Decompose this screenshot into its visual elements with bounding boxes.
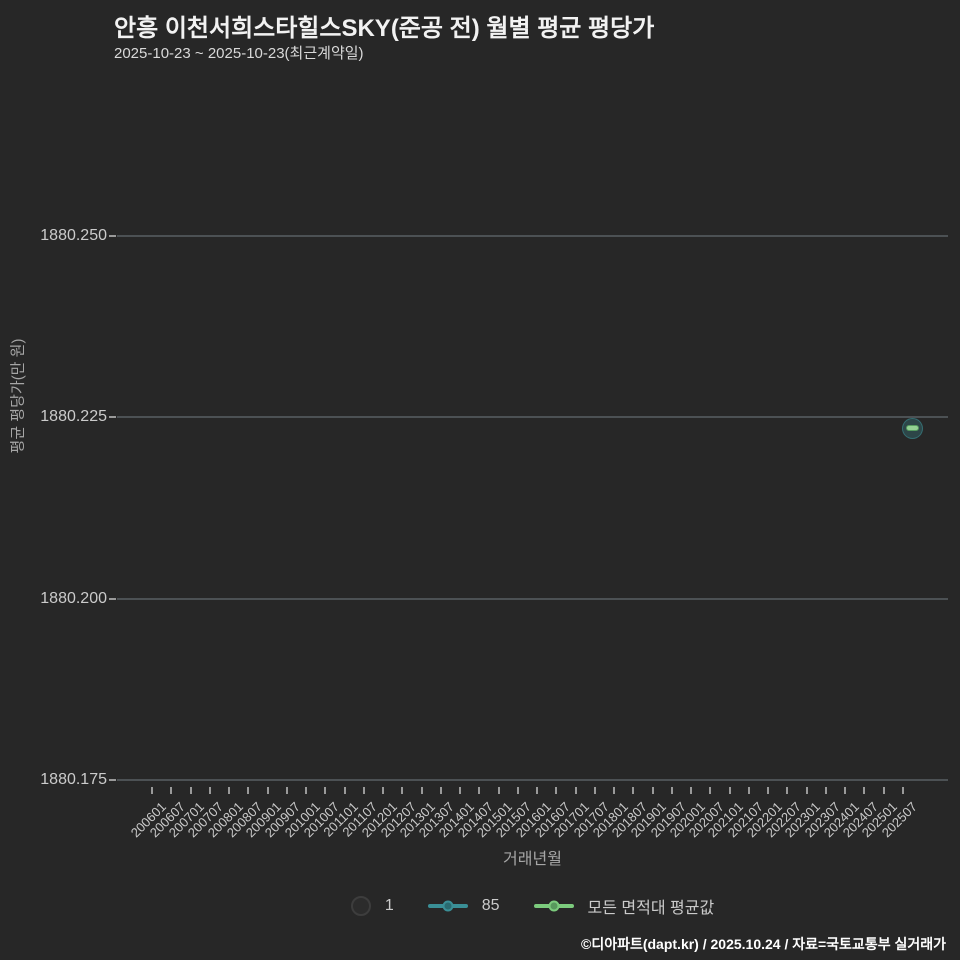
x-tick — [439, 787, 442, 794]
chart-title: 안흥 이천서희스타힐스SKY(준공 전) 월별 평균 평당가 — [114, 15, 655, 42]
y-tick — [109, 416, 116, 419]
legend: 1 85 모든 면적대 평균값 — [117, 893, 948, 919]
legend-item-area-85[interactable]: 85 — [427, 897, 500, 915]
y-tick — [109, 597, 116, 600]
copyright-source-text: ©디아파트(dapt.kr) / 2025.10.24 / 자료=국토교통부 실… — [581, 936, 946, 952]
x-tick — [305, 787, 308, 794]
line-dot-green-icon — [533, 900, 574, 912]
x-tick — [285, 787, 288, 794]
x-tick — [459, 787, 462, 794]
x-tick — [536, 787, 539, 794]
gridline — [117, 235, 948, 237]
x-tick — [324, 787, 327, 794]
x-tick — [690, 787, 693, 794]
x-tick — [497, 787, 500, 794]
x-tick — [651, 787, 654, 794]
dot-teal-icon — [442, 900, 454, 912]
x-tick — [574, 787, 577, 794]
gridline — [117, 779, 948, 781]
x-tick — [362, 787, 365, 794]
x-tick — [228, 787, 231, 794]
x-tick — [882, 787, 885, 794]
y-tick — [109, 235, 116, 237]
x-tick — [728, 787, 731, 794]
bubble-size-icon — [350, 896, 371, 916]
gridline — [117, 416, 948, 419]
x-tick — [382, 787, 385, 794]
x-tick — [516, 787, 519, 794]
x-tick — [555, 787, 558, 794]
x-tick — [478, 787, 481, 794]
x-tick — [247, 787, 250, 794]
x-axis-title: 거래년월 — [503, 851, 562, 868]
x-tick — [613, 787, 616, 794]
x-tick — [767, 787, 770, 794]
y-tick — [109, 779, 116, 781]
x-tick — [824, 787, 827, 794]
y-tick-label: 1880.175 — [40, 771, 107, 788]
x-tick — [189, 787, 192, 794]
x-tick — [170, 787, 173, 794]
x-tick — [902, 787, 904, 794]
x-tick — [670, 787, 673, 794]
y-tick-label: 1880.250 — [40, 227, 107, 244]
legend-item-average[interactable]: 모든 면적대 평균값 — [533, 894, 715, 918]
legend-label-average: 모든 면적대 평균값 — [587, 900, 715, 917]
y-tick-label: 1880.200 — [40, 589, 107, 607]
x-tick — [709, 787, 712, 794]
x-tick — [747, 787, 750, 794]
x-tick — [208, 787, 211, 794]
x-tick — [805, 787, 808, 794]
y-axis-title: 평균 평당가(만 원) — [9, 338, 27, 454]
x-tick — [343, 787, 346, 794]
y-tick-label: 1880.225 — [40, 408, 107, 426]
legend-label-area-85: 85 — [481, 897, 500, 914]
x-tick — [632, 787, 635, 794]
x-tick — [266, 787, 269, 794]
x-tick — [786, 787, 789, 794]
legend-label-bubble-size: 1 — [384, 897, 394, 914]
x-tick — [420, 787, 423, 794]
legend-item-bubble-size[interactable]: 1 — [350, 896, 394, 916]
chart-subtitle: 2025-10-23 ~ 2025-10-23(최근계약일) — [114, 45, 364, 62]
x-tick — [844, 787, 847, 794]
x-tick — [863, 787, 866, 794]
data-point-average-dash[interactable] — [906, 425, 920, 432]
gridline — [117, 597, 948, 600]
x-tick — [401, 787, 404, 794]
line-dot-teal-icon — [427, 900, 468, 912]
x-tick — [151, 787, 153, 794]
x-tick — [593, 787, 596, 794]
dot-green-icon — [548, 900, 560, 912]
